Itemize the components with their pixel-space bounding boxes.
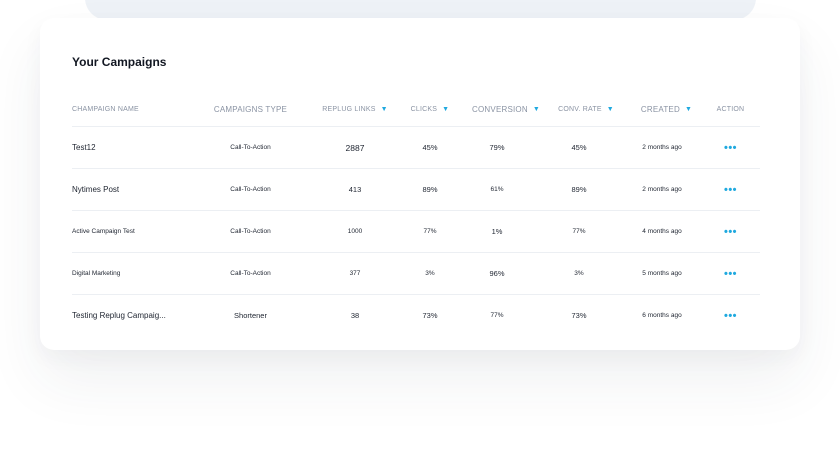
- conv-rate-value: 3%: [574, 270, 584, 277]
- col-header-links-label: REPLUG LINKS: [322, 105, 376, 113]
- conversion-value: 61%: [490, 186, 504, 193]
- clicks-value: 89%: [422, 185, 438, 194]
- more-actions-dots: •••: [723, 183, 738, 196]
- replug-links: 38: [350, 311, 360, 320]
- clicks-value: 73%: [422, 311, 438, 320]
- created-value: 6 months ago: [642, 312, 682, 319]
- sort-caret-icon: ▼: [606, 105, 614, 113]
- replug-links: 377: [349, 270, 361, 277]
- campaign-type: Call-To-Action: [230, 186, 271, 193]
- campaign-name[interactable]: Nytimes Post: [72, 185, 120, 194]
- more-actions-dots: •••: [723, 309, 738, 322]
- more-actions-icon[interactable]: •••: [708, 253, 753, 294]
- created-value: 2 months ago: [642, 186, 682, 193]
- col-header-created[interactable]: CREATED ▼: [631, 92, 702, 126]
- col-header-type-label: CAMPAIGNS TYPE: [213, 104, 288, 114]
- campaign-type: Shortener: [234, 311, 267, 320]
- table-header: CHAMPAIGN NAME CAMPAIGNS TYPE REPLUG LIN…: [72, 92, 760, 126]
- table-row: Test12 Call-To-Action 2887 45% 79% 45% 2…: [72, 126, 760, 168]
- campaign-name[interactable]: Testing Replug Campaig...: [72, 311, 166, 320]
- created-value: 2 months ago: [642, 144, 682, 151]
- conv-rate-value: 89%: [571, 185, 587, 194]
- more-actions-icon[interactable]: •••: [708, 295, 753, 336]
- col-header-type[interactable]: CAMPAIGNS TYPE: [202, 92, 299, 126]
- more-actions-icon[interactable]: •••: [708, 211, 753, 252]
- table-row: Nytimes Post Call-To-Action 413 89% 61% …: [72, 168, 760, 210]
- more-actions-icon[interactable]: •••: [708, 127, 753, 168]
- campaign-name[interactable]: Digital Marketing: [72, 270, 121, 277]
- table-row: Testing Replug Campaig... Shortener 38 7…: [72, 294, 760, 336]
- col-header-clicks[interactable]: CLICKS ▼: [399, 92, 461, 126]
- col-header-conversion-label: CONVERSION: [472, 104, 528, 114]
- campaigns-table: CHAMPAIGN NAME CAMPAIGNS TYPE REPLUG LIN…: [72, 92, 760, 336]
- table-row: Digital Marketing Call-To-Action 377 3% …: [72, 252, 760, 294]
- col-header-action-label: ACTION: [716, 105, 745, 113]
- conversion-value: 1%: [491, 227, 503, 236]
- campaign-type: Call-To-Action: [230, 270, 271, 277]
- campaign-type: Call-To-Action: [230, 144, 271, 151]
- sort-caret-icon: ▼: [684, 105, 693, 113]
- sort-caret-icon: ▼: [532, 105, 540, 113]
- clicks-value: 45%: [422, 143, 438, 152]
- col-header-rate[interactable]: CONV. RATE ▼: [551, 92, 621, 126]
- col-header-name-label: CHAMPAIGN NAME: [72, 105, 139, 113]
- page-title: Your Campaigns: [72, 55, 167, 69]
- campaign-name[interactable]: Active Campaign Test: [72, 228, 135, 235]
- col-header-rate-label: CONV. RATE: [558, 105, 602, 113]
- conv-rate-value: 73%: [571, 311, 587, 320]
- more-actions-icon[interactable]: •••: [708, 169, 753, 210]
- top-card: [85, 0, 756, 20]
- table-row: Active Campaign Test Call-To-Action 1000…: [72, 210, 760, 252]
- col-header-action: ACTION: [708, 92, 753, 126]
- conv-rate-value: 77%: [572, 228, 586, 235]
- col-header-conversion[interactable]: CONVERSION ▼: [461, 92, 551, 126]
- more-actions-dots: •••: [723, 267, 738, 280]
- conversion-value: 77%: [490, 312, 504, 319]
- col-header-clicks-label: CLICKS: [410, 105, 438, 113]
- more-actions-dots: •••: [723, 141, 738, 154]
- col-header-created-label: CREATED: [640, 104, 680, 114]
- created-value: 4 months ago: [642, 228, 682, 235]
- more-actions-dots: •••: [723, 225, 738, 238]
- clicks-value: 3%: [425, 270, 435, 277]
- sort-caret-icon: ▼: [380, 105, 388, 113]
- conversion-value: 96%: [489, 269, 505, 278]
- campaign-type: Call-To-Action: [230, 228, 271, 235]
- replug-links: 1000: [347, 228, 363, 235]
- conversion-value: 79%: [489, 143, 505, 152]
- created-value: 5 months ago: [642, 270, 682, 277]
- replug-links: 413: [348, 185, 362, 194]
- sort-caret-icon: ▼: [442, 105, 450, 113]
- replug-links: 2887: [345, 142, 365, 153]
- col-header-name[interactable]: CHAMPAIGN NAME: [72, 92, 202, 126]
- clicks-value: 77%: [423, 228, 437, 235]
- col-header-links[interactable]: REPLUG LINKS ▼: [311, 92, 399, 126]
- conv-rate-value: 45%: [571, 143, 587, 152]
- campaign-name[interactable]: Test12: [72, 143, 96, 152]
